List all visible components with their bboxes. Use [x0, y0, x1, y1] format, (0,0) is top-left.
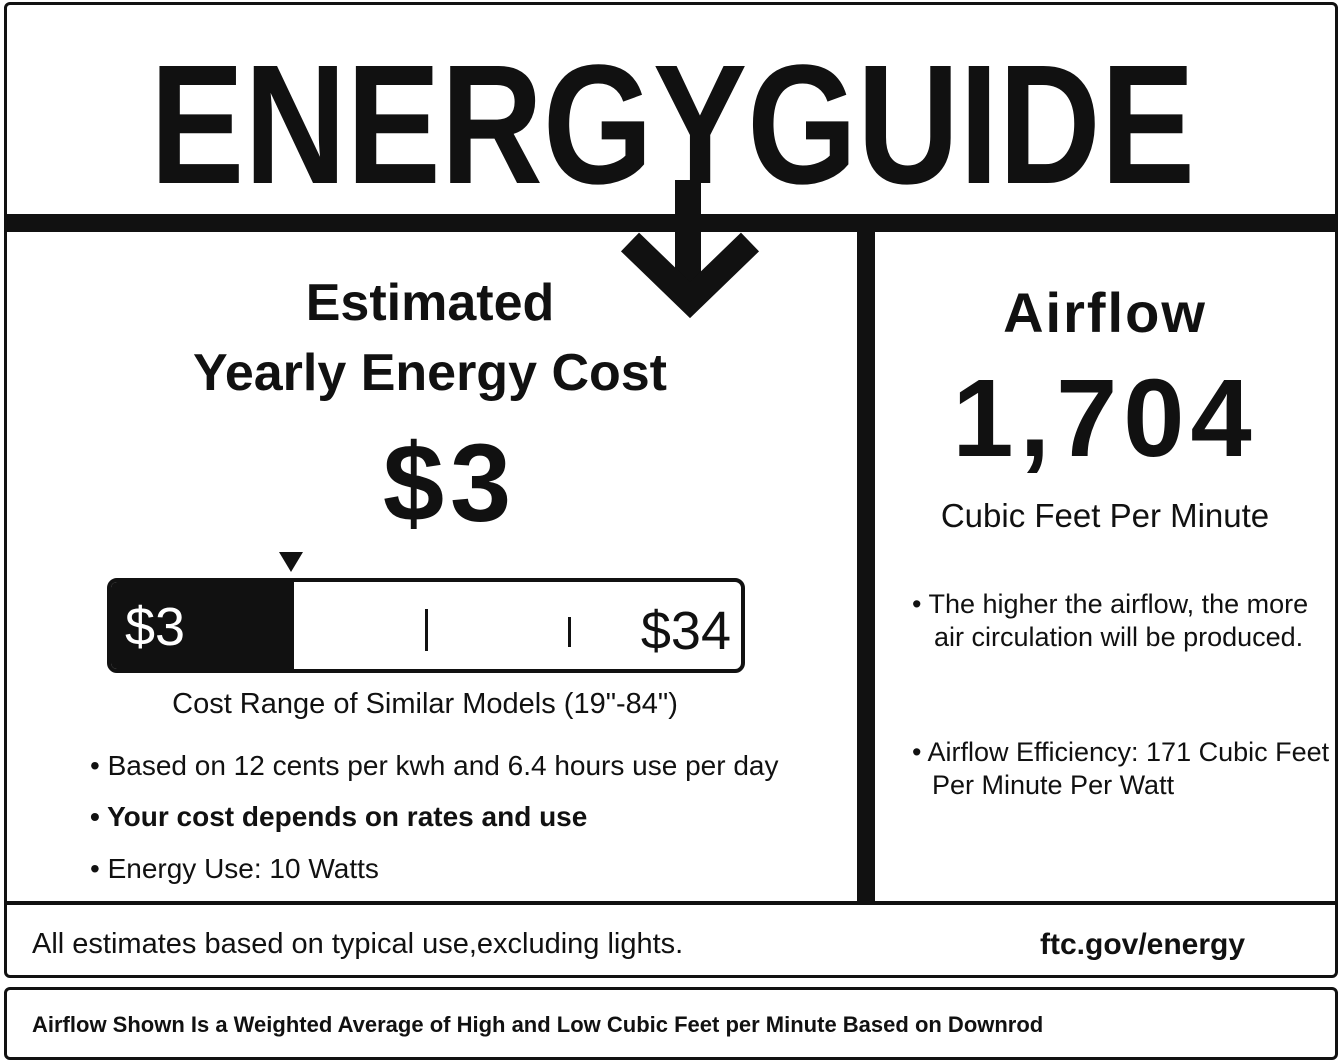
divider: [4, 901, 1338, 905]
cost-heading: Estimated Yearly Energy Cost: [80, 268, 780, 408]
range-max: $34: [640, 601, 731, 661]
bullet: • Energy Use: 10 Watts: [90, 853, 379, 884]
range-label: Cost Range of Similar Models (19"-84"): [172, 688, 678, 720]
bullet: • Your cost depends on rates and use: [90, 801, 588, 832]
arrow-down-icon: [620, 232, 760, 319]
bullet: • The higher the airflow, the more air c…: [912, 589, 1309, 652]
cost-value: $3: [382, 422, 518, 545]
heading-line: Yearly Energy Cost: [193, 344, 667, 402]
range-tick: [425, 609, 428, 651]
disclaimer-text: Airflow Shown Is a Weighted Average of H…: [32, 1012, 1044, 1037]
range-min: $3: [125, 597, 186, 657]
label-border: [4, 2, 1338, 978]
cost-range-fill: [111, 582, 294, 669]
svg-text:ENERGYGUIDE: ENERGYGUIDE: [150, 30, 1195, 220]
airflow-heading: Airflow: [1003, 281, 1207, 344]
divider: [4, 214, 1338, 232]
bullet: • Airflow Efficiency: 171 Cubic Feet Per…: [912, 737, 1330, 800]
heading-line: Estimated: [305, 274, 555, 332]
ftc-link[interactable]: ftc.gov/energy: [1040, 928, 1246, 961]
airflow-unit: Cubic Feet Per Minute: [940, 497, 1270, 534]
energyguide-logo: ENERGYGUIDE: [150, 30, 1195, 319]
footer-note: All estimates based on typical use,exclu…: [32, 928, 684, 960]
bullet: • Based on 12 cents per kwh and 6.4 hour…: [90, 750, 779, 781]
range-tick: [568, 617, 571, 647]
cost-range-bar: $3 $34: [107, 578, 745, 673]
divider: [857, 230, 875, 904]
airflow-value: 1,704: [952, 357, 1258, 480]
disclaimer-box: [4, 987, 1338, 1060]
cost-marker-icon: [279, 552, 303, 572]
